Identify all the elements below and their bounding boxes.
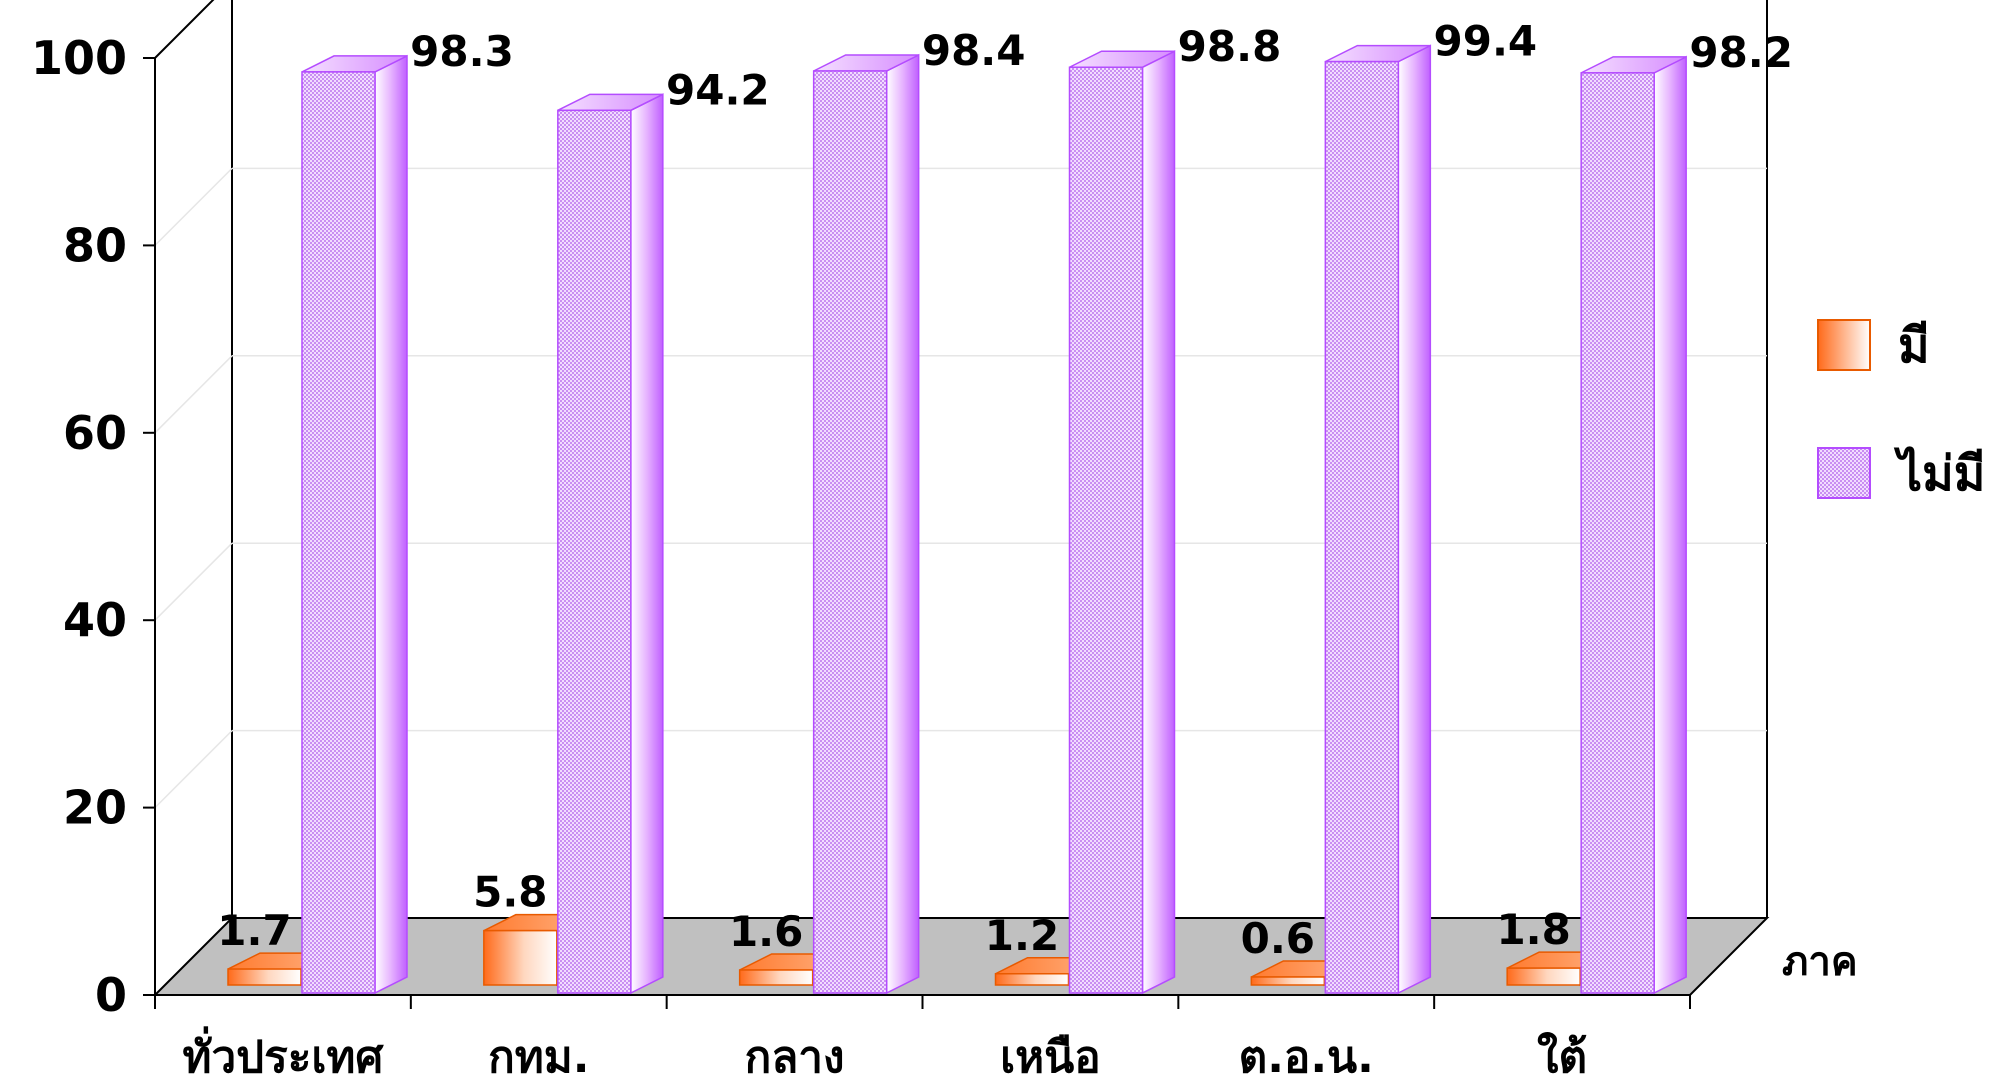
- y-axis-ticks: 0 20 40 60 80 100: [31, 31, 155, 1022]
- x-tick-label: เหนือ: [1000, 1032, 1101, 1083]
- bar-side-maimi: [374, 54, 408, 995]
- side-wall-edge: [154, 0, 215, 59]
- gridline-side: [154, 542, 233, 621]
- x-tick-label: ใต้: [1537, 1031, 1587, 1083]
- x-tick-label: กลาง: [745, 1032, 845, 1083]
- bar-mi: [738, 969, 814, 986]
- y-tick-label: 20: [63, 781, 127, 835]
- bar-mi: [1250, 976, 1326, 986]
- data-label-mi: 1.6: [729, 907, 803, 956]
- bar-side-maimi: [1653, 55, 1687, 995]
- value-labels: 1.7 98.3 5.8 94.2 1.6 98.4 1.2 98.8 0.6 99.4 1.8 98…: [217, 17, 1793, 963]
- back-wall-outline: [231, 0, 1768, 918]
- x-tick-label: ต.อ.น.: [1239, 1032, 1374, 1083]
- data-label-mi: 1.8: [1496, 905, 1570, 954]
- bar-maimi: [1580, 72, 1655, 994]
- data-label-maimi: 98.3: [410, 27, 514, 76]
- bar-mi: [994, 973, 1070, 986]
- bar-maimi: [1068, 66, 1144, 994]
- bar-side-maimi: [885, 53, 920, 995]
- gridline-side: [154, 355, 233, 434]
- legend-label-mi: มี: [1898, 318, 1930, 374]
- bar-maimi: [812, 70, 888, 994]
- x-tick-label: ทั่วประเทศ: [182, 1026, 384, 1083]
- x-tick-label: กทม.: [488, 1032, 589, 1083]
- data-label-maimi: 98.4: [922, 26, 1026, 75]
- y-tick-label: 60: [63, 406, 127, 460]
- bar-side-maimi: [1397, 44, 1432, 995]
- bar-mi: [483, 929, 558, 986]
- legend-label-maimi: ไม่มี: [1893, 445, 1985, 502]
- bar-mi: [1506, 967, 1581, 986]
- x-axis-ticks: ทั่วประเทศ กทม. กลาง เหนือ ต.อ.น. ใต้: [154, 995, 1691, 1083]
- y-tick-label: 40: [63, 593, 127, 647]
- gridline-side: [154, 730, 233, 809]
- legend-swatch-maimi: [1817, 447, 1871, 499]
- gridline-side: [154, 0, 215, 59]
- bar-mi: [227, 968, 302, 986]
- data-label-mi: 1.7: [217, 906, 291, 955]
- legend: มีไม่มี: [1817, 318, 1985, 502]
- data-label-maimi: 94.2: [666, 65, 770, 114]
- data-label-maimi: 99.4: [1434, 17, 1538, 66]
- y-tick-label: 80: [63, 218, 127, 272]
- bar-maimi: [1324, 60, 1400, 994]
- bars: [227, 44, 1687, 995]
- gridline-side: [154, 167, 233, 246]
- data-label-mi: 5.8: [473, 868, 547, 917]
- gridlines: [154, 0, 1767, 809]
- y-tick-label: 0: [95, 968, 127, 1022]
- bar-side-maimi: [1141, 50, 1176, 995]
- data-label-maimi: 98.8: [1178, 22, 1282, 71]
- data-label-mi: 0.6: [1241, 914, 1315, 963]
- data-label-maimi: 98.2: [1689, 28, 1793, 77]
- back-wall: [231, 0, 1768, 918]
- legend-swatch-mi: [1817, 319, 1871, 371]
- x-axis-title: ภาค: [1782, 939, 1858, 985]
- bar-maimi: [301, 71, 376, 994]
- bar-side-maimi: [630, 93, 664, 995]
- data-label-mi: 1.2: [985, 911, 1059, 960]
- y-tick-label: 100: [31, 31, 127, 85]
- bar-maimi: [557, 109, 632, 994]
